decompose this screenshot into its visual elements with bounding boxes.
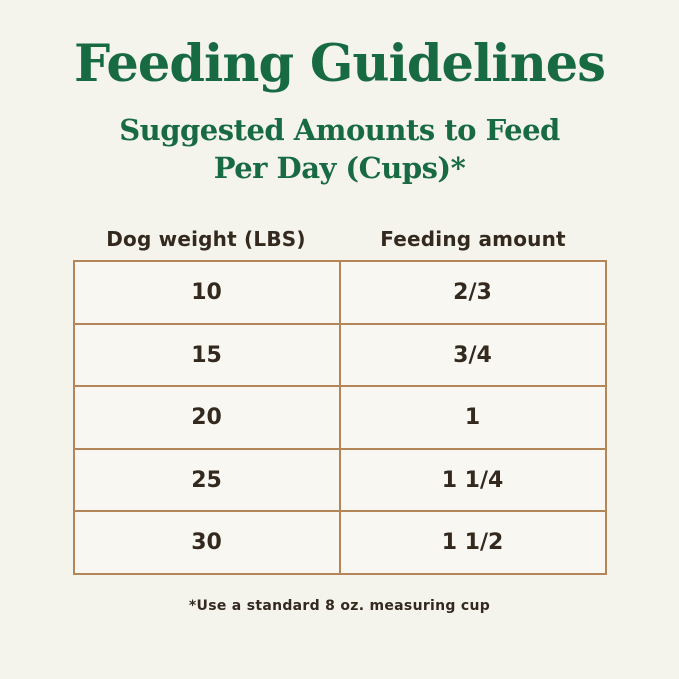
- feeding-amount-cell: 3/4: [338, 322, 607, 388]
- feeding-table-section: Dog weight (LBS) Feeding amount 10 2/3 1…: [72, 227, 607, 575]
- page-subtitle: Suggested Amounts to Feed Per Day (Cups)…: [119, 112, 560, 187]
- feeding-amount-cell: 1 1/4: [338, 447, 607, 513]
- subtitle-line-1: Suggested Amounts to Feed: [119, 113, 560, 148]
- feeding-amount-cell: 1 1/2: [338, 510, 607, 575]
- table-row: 30 1 1/2: [72, 510, 607, 575]
- page-title: Feeding Guidelines: [74, 34, 606, 94]
- feeding-table: 10 2/3 15 3/4 20 1 25 1 1/4 30 1 1/2: [72, 260, 607, 575]
- table-row: 20 1: [72, 385, 607, 450]
- dog-weight-cell: 10: [72, 260, 341, 325]
- dog-weight-cell: 25: [72, 447, 341, 513]
- table-row: 15 3/4: [72, 322, 607, 388]
- measuring-cup-footnote: *Use a standard 8 oz. measuring cup: [188, 597, 491, 614]
- feeding-amount-cell: 2/3: [338, 260, 607, 325]
- column-header-feeding-amount: Feeding amount: [380, 227, 566, 252]
- table-row: 25 1 1/4: [72, 447, 607, 513]
- dog-weight-cell: 30: [72, 510, 341, 575]
- dog-weight-cell: 20: [72, 385, 341, 450]
- table-column-headers: Dog weight (LBS) Feeding amount: [73, 227, 607, 251]
- feeding-amount-cell: 1: [338, 385, 607, 450]
- column-header-dog-weight: Dog weight (LBS): [106, 227, 306, 252]
- subtitle-line-2: Per Day (Cups)*: [213, 150, 466, 185]
- table-row: 10 2/3: [72, 260, 607, 325]
- dog-weight-cell: 15: [72, 322, 341, 388]
